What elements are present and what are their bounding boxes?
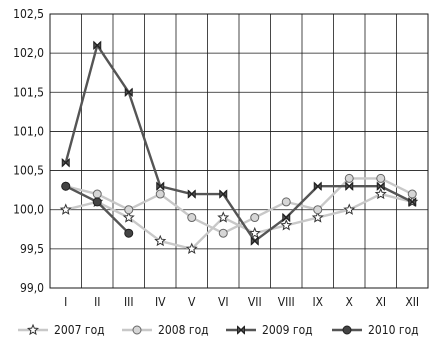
y-tick-label: 99,0 [20,281,44,295]
data-point [61,158,70,168]
legend-label: 2008 год [158,323,209,337]
y-tick-label: 99,5 [20,242,44,256]
data-point [156,181,165,191]
x-tick-label: XI [375,295,386,309]
data-point [122,211,135,223]
data-point [343,203,356,215]
data-point [217,211,230,223]
x-tick-label: I [64,295,67,309]
y-tick-label: 102,0 [13,46,44,60]
data-point [345,181,354,191]
grid [49,13,429,289]
data-point [218,228,228,238]
data-point [187,189,196,199]
data-point [282,212,291,223]
data-point [344,173,354,183]
x-tick-label: II [94,295,100,309]
x-tick-label: VII [248,295,262,309]
series-line [64,44,413,243]
x-tick-label: XII [405,295,419,309]
x-tick-label: VIII [278,295,295,309]
legend: 2007 год 2008 год 2009 год 2010 год [18,323,419,337]
data-point [407,189,417,199]
data-point [185,242,198,254]
y-tick-label: 100,5 [13,164,44,178]
data-point [187,213,197,223]
data-point [59,203,72,215]
y-tick-label: 100,0 [13,203,44,217]
data-point [124,228,134,238]
legend-label: 2007 год [54,323,105,337]
x-tick-label: IV [155,295,166,309]
data-point [61,181,71,191]
x-tick-label: VI [218,295,229,309]
series-3 [61,40,417,246]
y-tick-label: 101,5 [13,85,44,99]
data-point [311,211,324,223]
legend-marker [132,325,142,335]
y-tick-label: 102,5 [13,7,44,21]
data-point [92,197,102,207]
legend-item: 2008 год [122,323,209,337]
x-tick-label: IX [312,295,323,309]
data-point [280,219,293,231]
data-point [124,205,134,215]
legend-label: 2010 год [368,323,419,337]
legend-item: 2009 год [226,323,313,337]
data-point [281,197,291,207]
data-point [313,205,323,215]
x-axis-ticks: I II III IV V VI VII VIII IX X XI XII [64,295,419,309]
legend-item: 2007 год [18,323,105,337]
data-point [408,197,417,207]
y-axis-ticks: 99,0 99,5 100,0 100,5 101,0 101,5 102,0 102,5 [13,7,44,295]
data-point [376,173,386,183]
data-point [250,236,259,246]
legend-marker [27,323,39,336]
x-tick-label: V [188,295,196,309]
data-point [313,181,322,191]
data-point [250,213,260,223]
data-point [248,226,261,239]
series-layer [59,40,419,254]
legend-label: 2009 год [262,323,313,337]
data-point [124,87,133,97]
legend-marker [237,325,245,335]
legend-marker [342,325,352,335]
data-point [376,181,385,191]
data-point [155,189,165,199]
x-tick-label: X [346,295,354,309]
series-line [65,177,413,235]
legend-item: 2010 год [332,323,419,337]
y-tick-label: 101,0 [13,124,44,138]
x-tick-label: III [124,295,134,309]
data-point [374,187,387,200]
data-point [92,189,102,199]
data-point [93,40,102,51]
data-point [154,234,167,247]
data-point [219,189,228,199]
series-4 [61,181,134,238]
